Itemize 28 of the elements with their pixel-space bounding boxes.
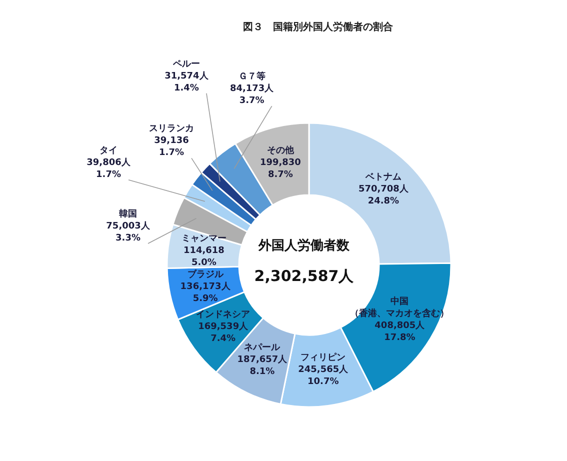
data-label: 84,173人 3.7% [230, 83, 275, 106]
text: 外国人労働者数 [258, 238, 350, 254]
data-label: 136,173人 5.9% [180, 280, 232, 304]
slice-label: インドネシア [196, 310, 250, 320]
slice-label: その他 [266, 144, 295, 156]
data-label: 570,708人 24.8% [358, 184, 410, 207]
data-label: 408,805人 17.8% [374, 320, 426, 343]
slice-label: タイ [100, 144, 118, 156]
data-label: 39,136 1.7% [154, 136, 189, 158]
slice-label: ベトナム [364, 172, 402, 183]
data-label: 39,806人 1.7% [86, 156, 132, 180]
slice-label: ブラジル [187, 268, 224, 280]
data-label: 31,574人 1.4% [164, 70, 210, 94]
text: 2,302,587人 [254, 267, 355, 285]
slice-label: ペルー [172, 59, 200, 70]
slice-label: フィリピン [300, 352, 346, 364]
data-label: 199,830 8.7% [260, 158, 301, 180]
data-label: 187,657人 8.1% [237, 354, 288, 378]
chart-title: 図３ 国籍別外国人労働者の割合 [243, 21, 394, 33]
data-label: 169,539人 7.4% [198, 321, 250, 344]
slice-label: 韓国 [119, 208, 138, 220]
data-label: 75,003人 3.3% [106, 220, 151, 244]
data-label: 114,618 5.0% [183, 246, 224, 268]
slice-label: Ｇ７等 [238, 71, 266, 82]
slice-label: ミャンマー [181, 234, 226, 244]
slice-label: ネパール [244, 343, 282, 354]
data-label: 245,565人 10.7% [298, 364, 350, 388]
slice-label: スリランカ [149, 124, 194, 134]
